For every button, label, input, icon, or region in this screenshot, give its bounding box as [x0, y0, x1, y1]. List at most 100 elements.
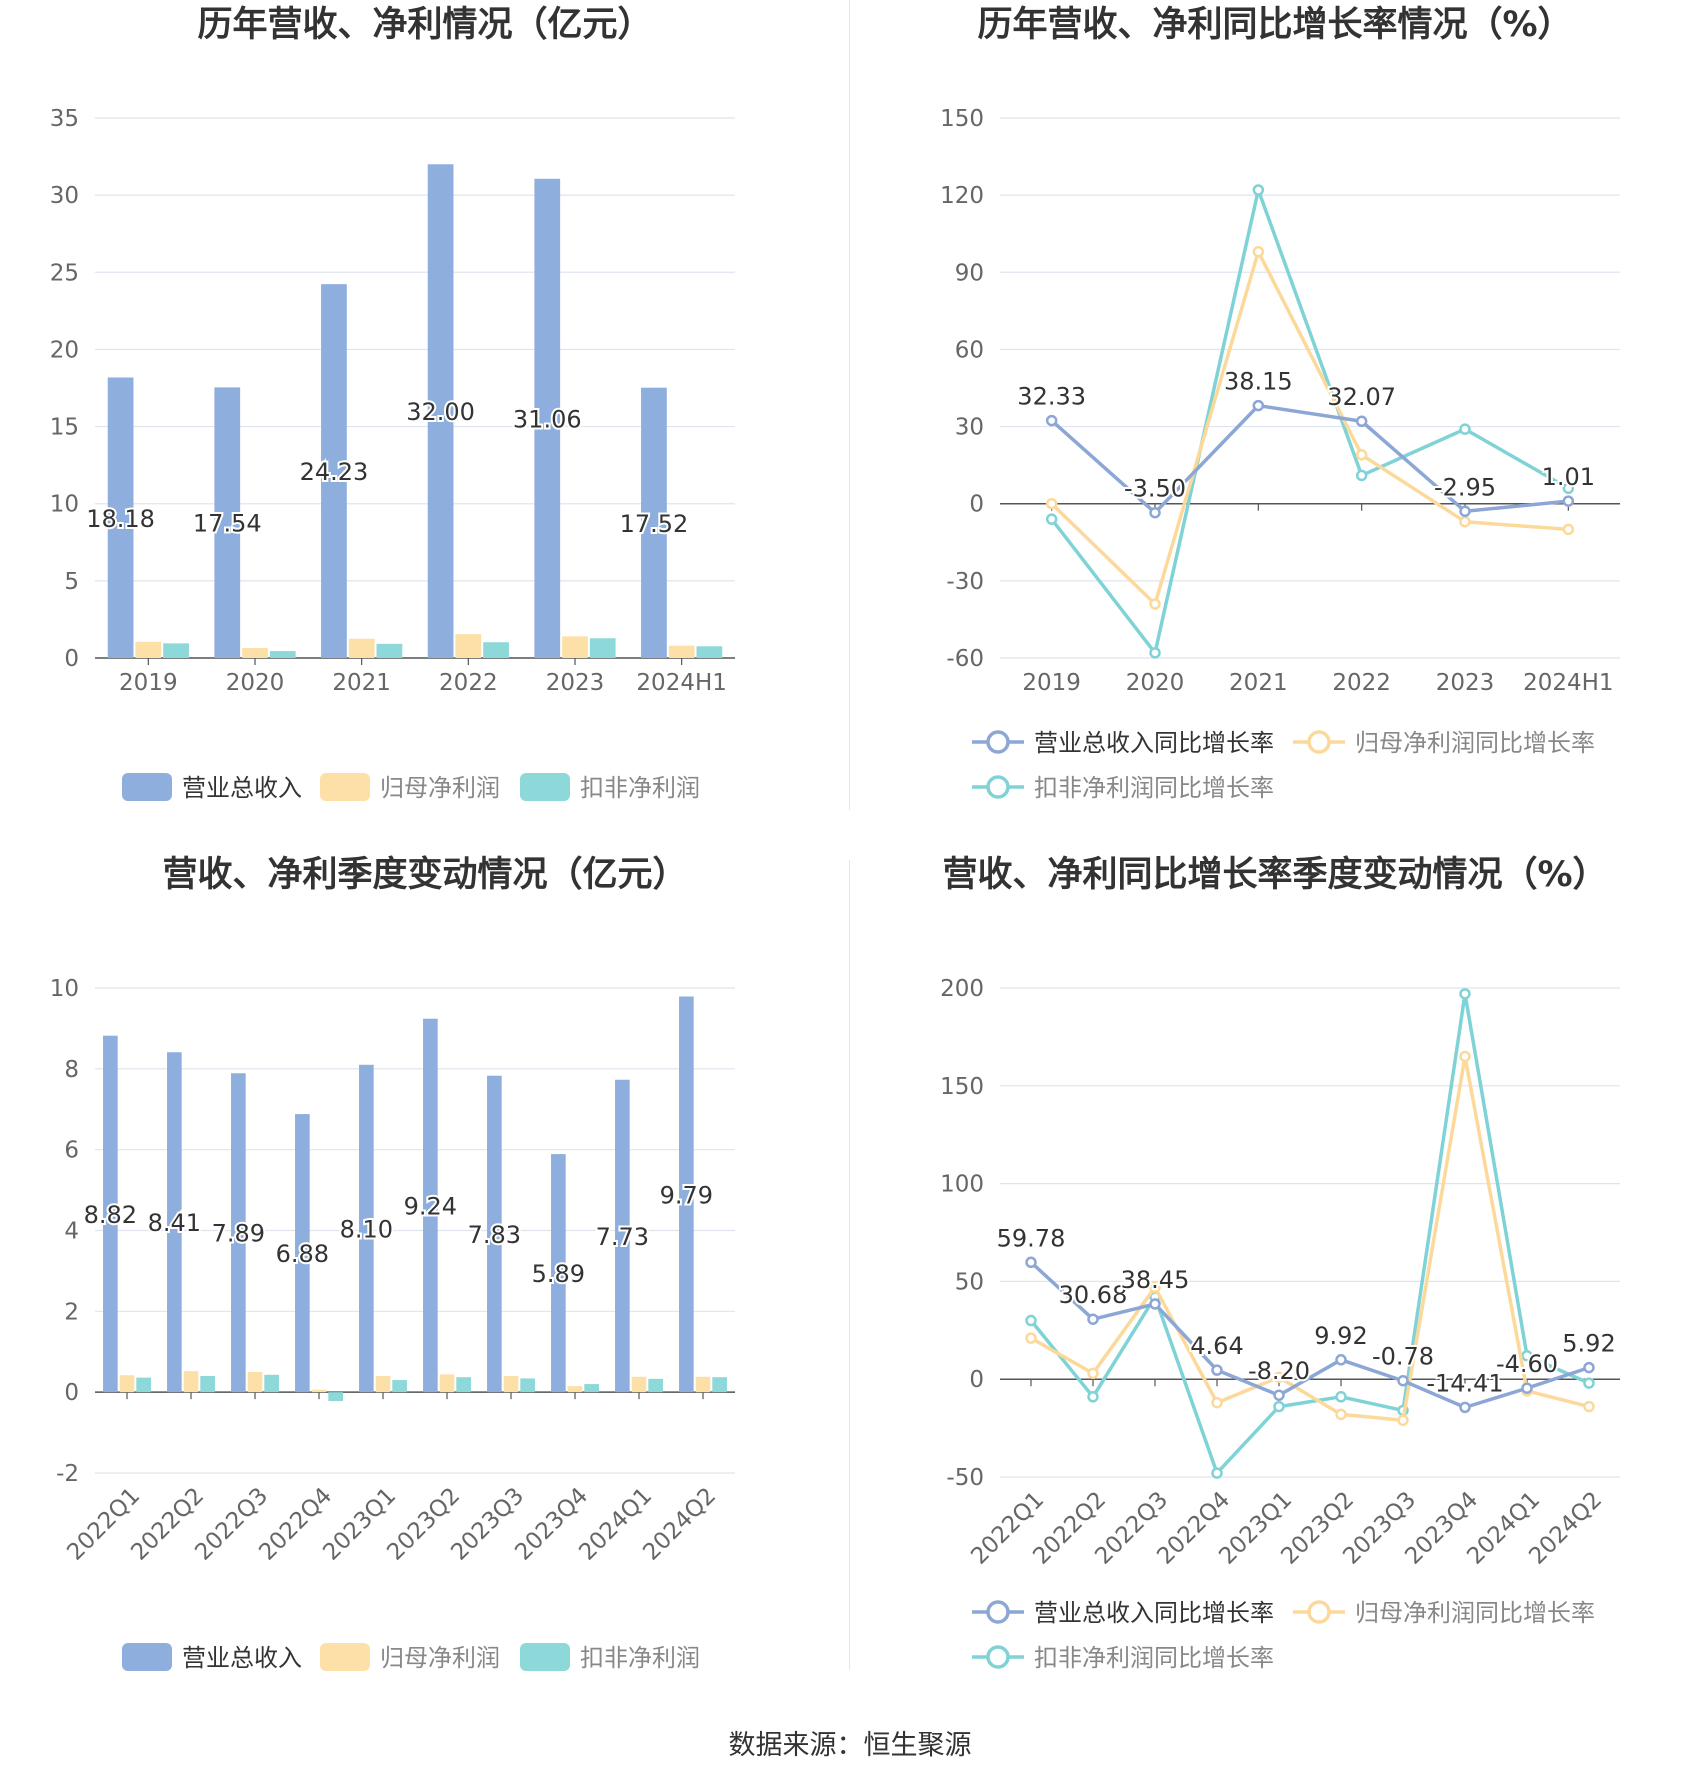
bar [167, 1052, 182, 1393]
data-point [1459, 515, 1471, 528]
chart-title: 历年营收、净利情况（亿元） [197, 5, 652, 45]
legend-label: 归母净利润同比增长率 [1355, 1599, 1595, 1627]
bar [534, 178, 561, 658]
data-point [1459, 423, 1471, 435]
data-point [1211, 1364, 1223, 1376]
x-tick-label: 2022 [1332, 670, 1391, 696]
bar [183, 1371, 199, 1393]
series-line [1029, 1260, 1590, 1410]
legend-label: 营业总收入 [182, 1644, 302, 1672]
data-point [1149, 598, 1161, 610]
bar-value-label: 9.24 [404, 1192, 457, 1220]
bar [135, 641, 162, 658]
bar [295, 1114, 310, 1393]
bar-value-label: 31.06 [513, 405, 582, 433]
y-tick-label: 5 [64, 569, 79, 595]
bar-value-label: 32.00 [406, 398, 475, 426]
y-tick-label: 60 [955, 337, 984, 363]
point-value-label: 4.64 [1190, 1332, 1243, 1360]
bar [439, 1374, 455, 1393]
y-tick-label: 20 [50, 337, 79, 363]
chart-title: 营收、净利同比增长率季度变动情况（%） [942, 855, 1607, 895]
legend-swatch [520, 773, 570, 801]
bar [503, 1376, 519, 1393]
y-tick-label: 100 [940, 1172, 984, 1198]
bar [520, 1378, 535, 1393]
legend-marker [986, 730, 1010, 754]
legend-label: 营业总收入同比增长率 [1034, 729, 1274, 757]
y-tick-label: 0 [64, 646, 79, 672]
data-point [1252, 184, 1265, 196]
legend-label: 营业总收入 [182, 774, 302, 802]
bar-value-label: 17.54 [193, 510, 262, 538]
y-tick-label: 200 [940, 976, 984, 1002]
point-value-label: -4.60 [1496, 1350, 1558, 1378]
bar [119, 1375, 135, 1393]
data-point [1045, 513, 1058, 525]
y-tick-label: 2 [64, 1299, 79, 1325]
annual-growth-panel: 历年营收、净利同比增长率情况（%） -60 -30 0 30 60 90 120 150 2019… [850, 0, 1700, 870]
y-tick-label: 10 [50, 976, 79, 1002]
y-tick-label: 8 [64, 1057, 79, 1083]
series-line [1030, 1054, 1590, 1423]
legend-label: 扣非净利润 [580, 774, 700, 802]
bar [247, 1371, 263, 1393]
data-point [1562, 482, 1575, 495]
bar-value-label: 5.89 [532, 1260, 585, 1288]
bar [107, 377, 134, 658]
bar [695, 1376, 711, 1393]
bar [359, 1064, 374, 1393]
annual-amounts-chart: 历年营收、净利情况（亿元） 0 5 10 15 20 25 30 35 2019 2020 2021 2… [50, 5, 735, 802]
point-value-label: 1.01 [1542, 463, 1595, 491]
bar [375, 1376, 391, 1393]
y-tick-label: 90 [955, 260, 984, 286]
legend-marker [986, 775, 1010, 799]
y-tick-label: 4 [64, 1219, 79, 1245]
bar [641, 387, 667, 658]
data-point [1149, 1298, 1161, 1310]
bar [696, 646, 723, 658]
bar-value-label: 9.79 [660, 1181, 713, 1209]
bar-value-label: 8.82 [84, 1201, 137, 1229]
quarterly-amounts-panel: 营收、净利季度变动情况（亿元） -2 0 2 4 6 8 10 2022Q1 2022Q2 2022… [0, 850, 850, 1720]
data-point [1025, 1256, 1037, 1269]
chart-title: 历年营收、净利同比增长率情况（%） [977, 5, 1572, 45]
data-point [1087, 1391, 1099, 1403]
data-point [1149, 506, 1161, 519]
y-tick-label: -30 [946, 569, 984, 595]
point-value-label: 38.15 [1224, 368, 1293, 396]
point-value-label: 38.45 [1121, 1266, 1190, 1294]
series-line [1050, 249, 1569, 606]
legend-swatch [122, 1643, 172, 1671]
bar [712, 1377, 727, 1393]
point-value-label: -14.41 [1426, 1369, 1503, 1397]
data-source-note: 数据来源：恒生聚源 [728, 1730, 972, 1761]
bar-value-label: 18.18 [86, 505, 155, 533]
y-tick-label: 150 [940, 106, 984, 132]
bar [328, 1392, 343, 1402]
x-tick-label: 2020 [226, 670, 285, 696]
bar [427, 164, 454, 659]
bar-value-label: 24.23 [300, 458, 369, 486]
y-tick-label: 6 [64, 1138, 79, 1164]
bar [348, 638, 375, 658]
legend-label: 扣非净利润 [580, 1644, 700, 1672]
y-tick-label: -60 [946, 646, 984, 672]
legend-label: 扣非净利润同比增长率 [1034, 774, 1274, 802]
legend-marker [986, 1600, 1010, 1624]
data-point [1521, 1382, 1533, 1394]
y-tick-label: 30 [50, 183, 79, 209]
bar [321, 284, 347, 658]
bar [589, 638, 616, 658]
bar [455, 634, 482, 658]
data-point [1397, 1374, 1409, 1387]
data-point [1355, 469, 1368, 482]
data-point [1211, 1467, 1223, 1479]
data-point [1562, 523, 1575, 536]
bar-value-label: 6.88 [276, 1240, 329, 1268]
data-point [1087, 1313, 1099, 1325]
bar [631, 1376, 647, 1393]
bar [567, 1386, 583, 1393]
data-point [1335, 1354, 1347, 1366]
data-point [1252, 399, 1265, 412]
